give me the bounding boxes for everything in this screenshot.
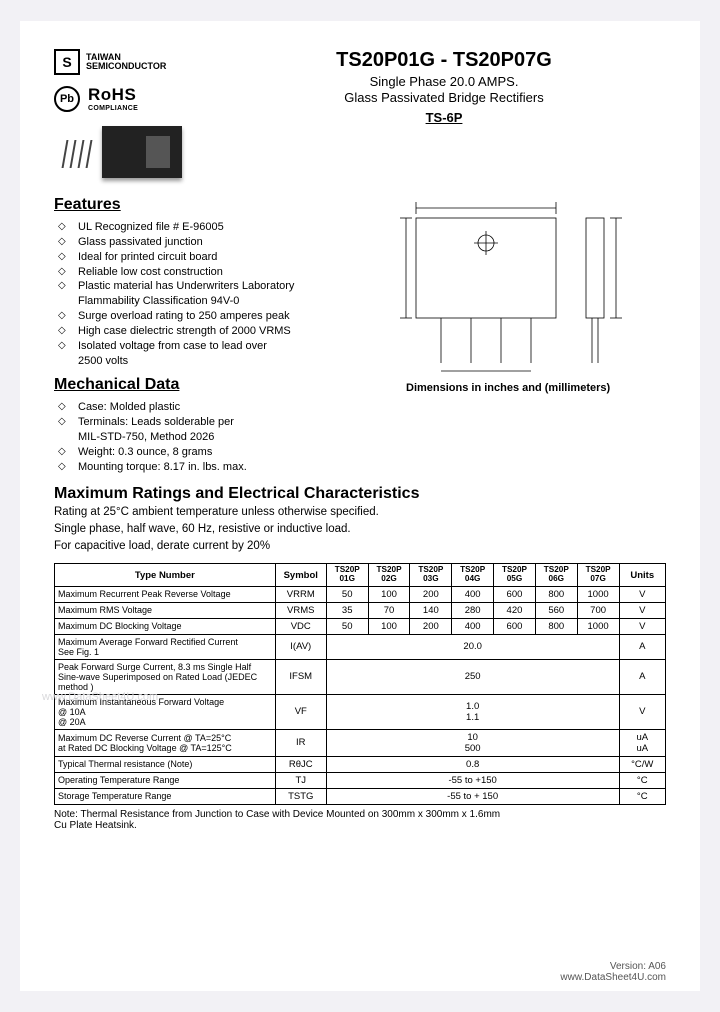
footnote: Note: Thermal Resistance from Junction t… bbox=[54, 809, 666, 831]
brand-mark-icon: S bbox=[54, 49, 80, 75]
ratings-heading: Maximum Ratings and Electrical Character… bbox=[54, 485, 666, 503]
list-item: Isolated voltage from case to lead over bbox=[58, 339, 366, 354]
mech-heading: Mechanical Data bbox=[54, 376, 366, 394]
watermark: www.DataSheet4U.com bbox=[42, 691, 158, 703]
list-item: Mounting torque: 8.17 in. lbs. max. bbox=[58, 460, 366, 475]
mech-list: Case: Molded plasticTerminals: Leads sol… bbox=[54, 400, 366, 474]
ratings-sub-line: For capacitive load, derate current by 2… bbox=[54, 539, 666, 554]
title-block: TS20P01G - TS20P07G Single Phase 20.0 AM… bbox=[182, 49, 666, 178]
features-heading: Features bbox=[54, 196, 366, 214]
package-photo bbox=[102, 126, 182, 178]
compliance-row: Pb RoHS COMPLIANCE bbox=[54, 85, 182, 112]
footer-version: Version: A06 bbox=[560, 961, 666, 972]
list-item: Flammability Classification 94V-0 bbox=[58, 294, 366, 309]
page-title: TS20P01G - TS20P07G bbox=[222, 49, 666, 72]
rohs-sub: COMPLIANCE bbox=[88, 105, 138, 112]
list-item: High case dielectric strength of 2000 VR… bbox=[58, 324, 366, 339]
rohs-label: RoHS bbox=[88, 85, 138, 105]
list-item: Surge overload rating to 250 amperes pea… bbox=[58, 309, 366, 324]
dim-caption: Dimensions in inches and (millimeters) bbox=[386, 382, 666, 394]
list-item: Terminals: Leads solderable per bbox=[58, 415, 366, 430]
rohs-block: RoHS COMPLIANCE bbox=[88, 85, 138, 112]
title-sub2: Glass Passivated Bridge Rectifiers bbox=[222, 90, 666, 106]
list-item: Reliable low cost construction bbox=[58, 265, 366, 280]
pb-icon: Pb bbox=[54, 86, 80, 112]
ratings-table: Type NumberSymbolTS20P01GTS20P02GTS20P03… bbox=[54, 563, 666, 804]
list-item: MIL-STD-750, Method 2026 bbox=[58, 430, 366, 445]
list-item: Ideal for printed circuit board bbox=[58, 250, 366, 265]
header-row: S TAIWAN SEMICONDUCTOR Pb RoHS COMPLIANC… bbox=[54, 49, 666, 178]
features-list: UL Recognized file # E-96005Glass passiv… bbox=[54, 220, 366, 368]
datasheet-page: S TAIWAN SEMICONDUCTOR Pb RoHS COMPLIANC… bbox=[20, 21, 700, 991]
list-item: Case: Molded plastic bbox=[58, 400, 366, 415]
list-item: Weight: 0.3 ounce, 8 grams bbox=[58, 445, 366, 460]
mid-row: Features UL Recognized file # E-96005Gla… bbox=[54, 188, 666, 475]
right-column: Dimensions in inches and (millimeters) bbox=[386, 188, 666, 475]
ratings-subtext: Rating at 25°C ambient temperature unles… bbox=[54, 505, 666, 554]
list-item: UL Recognized file # E-96005 bbox=[58, 220, 366, 235]
title-sub1: Single Phase 20.0 AMPS. bbox=[222, 74, 666, 90]
ratings-sub-line: Rating at 25°C ambient temperature unles… bbox=[54, 505, 666, 520]
brand-name: TAIWAN SEMICONDUCTOR bbox=[86, 53, 166, 72]
brand-block: S TAIWAN SEMICONDUCTOR Pb RoHS COMPLIANC… bbox=[54, 49, 182, 178]
footer-source: www.DataSheet4U.com bbox=[560, 972, 666, 983]
brand-name-l2: SEMICONDUCTOR bbox=[86, 61, 166, 71]
dimension-drawing bbox=[386, 188, 666, 378]
brand-logo: S TAIWAN SEMICONDUCTOR bbox=[54, 49, 182, 75]
list-item: Plastic material has Underwriters Labora… bbox=[58, 279, 366, 294]
list-item: Glass passivated junction bbox=[58, 235, 366, 250]
footer: Version: A06 www.DataSheet4U.com bbox=[560, 961, 666, 983]
list-item: 2500 volts bbox=[58, 354, 366, 369]
left-column: Features UL Recognized file # E-96005Gla… bbox=[54, 188, 366, 475]
ratings-sub-line: Single phase, half wave, 60 Hz, resistiv… bbox=[54, 522, 666, 537]
title-pkg: TS-6P bbox=[222, 110, 666, 125]
